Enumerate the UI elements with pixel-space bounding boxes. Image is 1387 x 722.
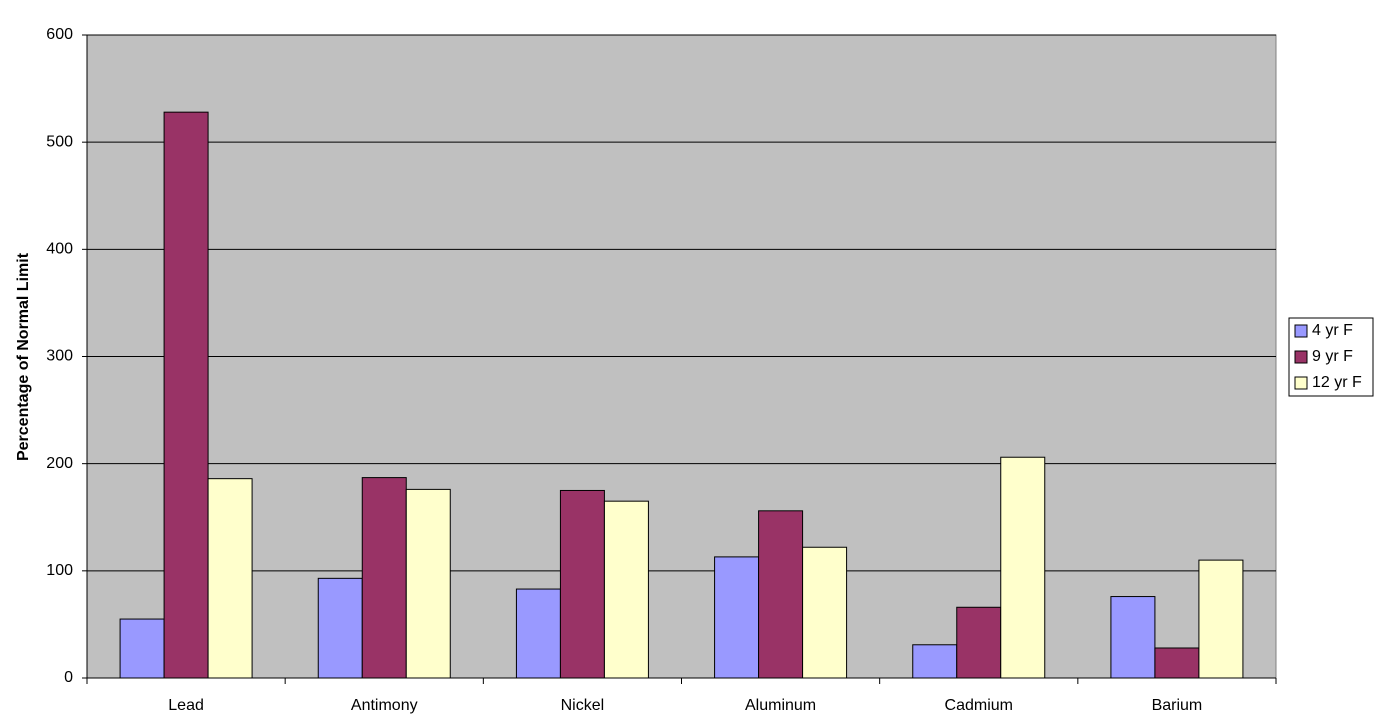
x-tick-label: Barium (1152, 697, 1203, 714)
legend-swatch (1294, 324, 1308, 338)
bar (515, 588, 561, 679)
bar (361, 477, 407, 679)
bar (1110, 596, 1156, 679)
y-tick-label: 500 (46, 133, 73, 150)
x-tick-label: Aluminum (745, 697, 816, 714)
bar (802, 546, 848, 679)
bar (119, 618, 165, 679)
bar (405, 488, 451, 679)
y-tick-label: 0 (64, 669, 73, 686)
bar (207, 478, 253, 679)
legend-label: 4 yr F (1312, 322, 1353, 339)
y-tick-label: 400 (46, 241, 73, 258)
y-tick-label: 200 (46, 455, 73, 472)
bar (1198, 559, 1244, 679)
y-tick-label: 100 (46, 562, 73, 579)
x-tick-label: Antimony (351, 697, 418, 714)
x-tick-label: Cadmium (945, 697, 1013, 714)
legend-label: 12 yr F (1312, 374, 1362, 391)
x-tick-label: Lead (168, 697, 204, 714)
bar (1000, 456, 1046, 679)
legend-swatch (1294, 376, 1308, 390)
bar (1154, 647, 1200, 679)
x-tick-label: Nickel (561, 697, 605, 714)
legend-label: 9 yr F (1312, 348, 1353, 365)
bar (912, 644, 958, 679)
legend-swatch (1294, 350, 1308, 364)
y-axis-label: Percentage of Normal Limit (15, 252, 32, 461)
bar (163, 111, 209, 679)
y-tick-label: 300 (46, 348, 73, 365)
bar (714, 556, 760, 679)
bar (317, 577, 363, 679)
y-tick-label: 600 (46, 26, 73, 43)
bar (956, 606, 1002, 679)
bar (559, 489, 605, 679)
bar (758, 510, 804, 679)
bar (603, 500, 649, 679)
